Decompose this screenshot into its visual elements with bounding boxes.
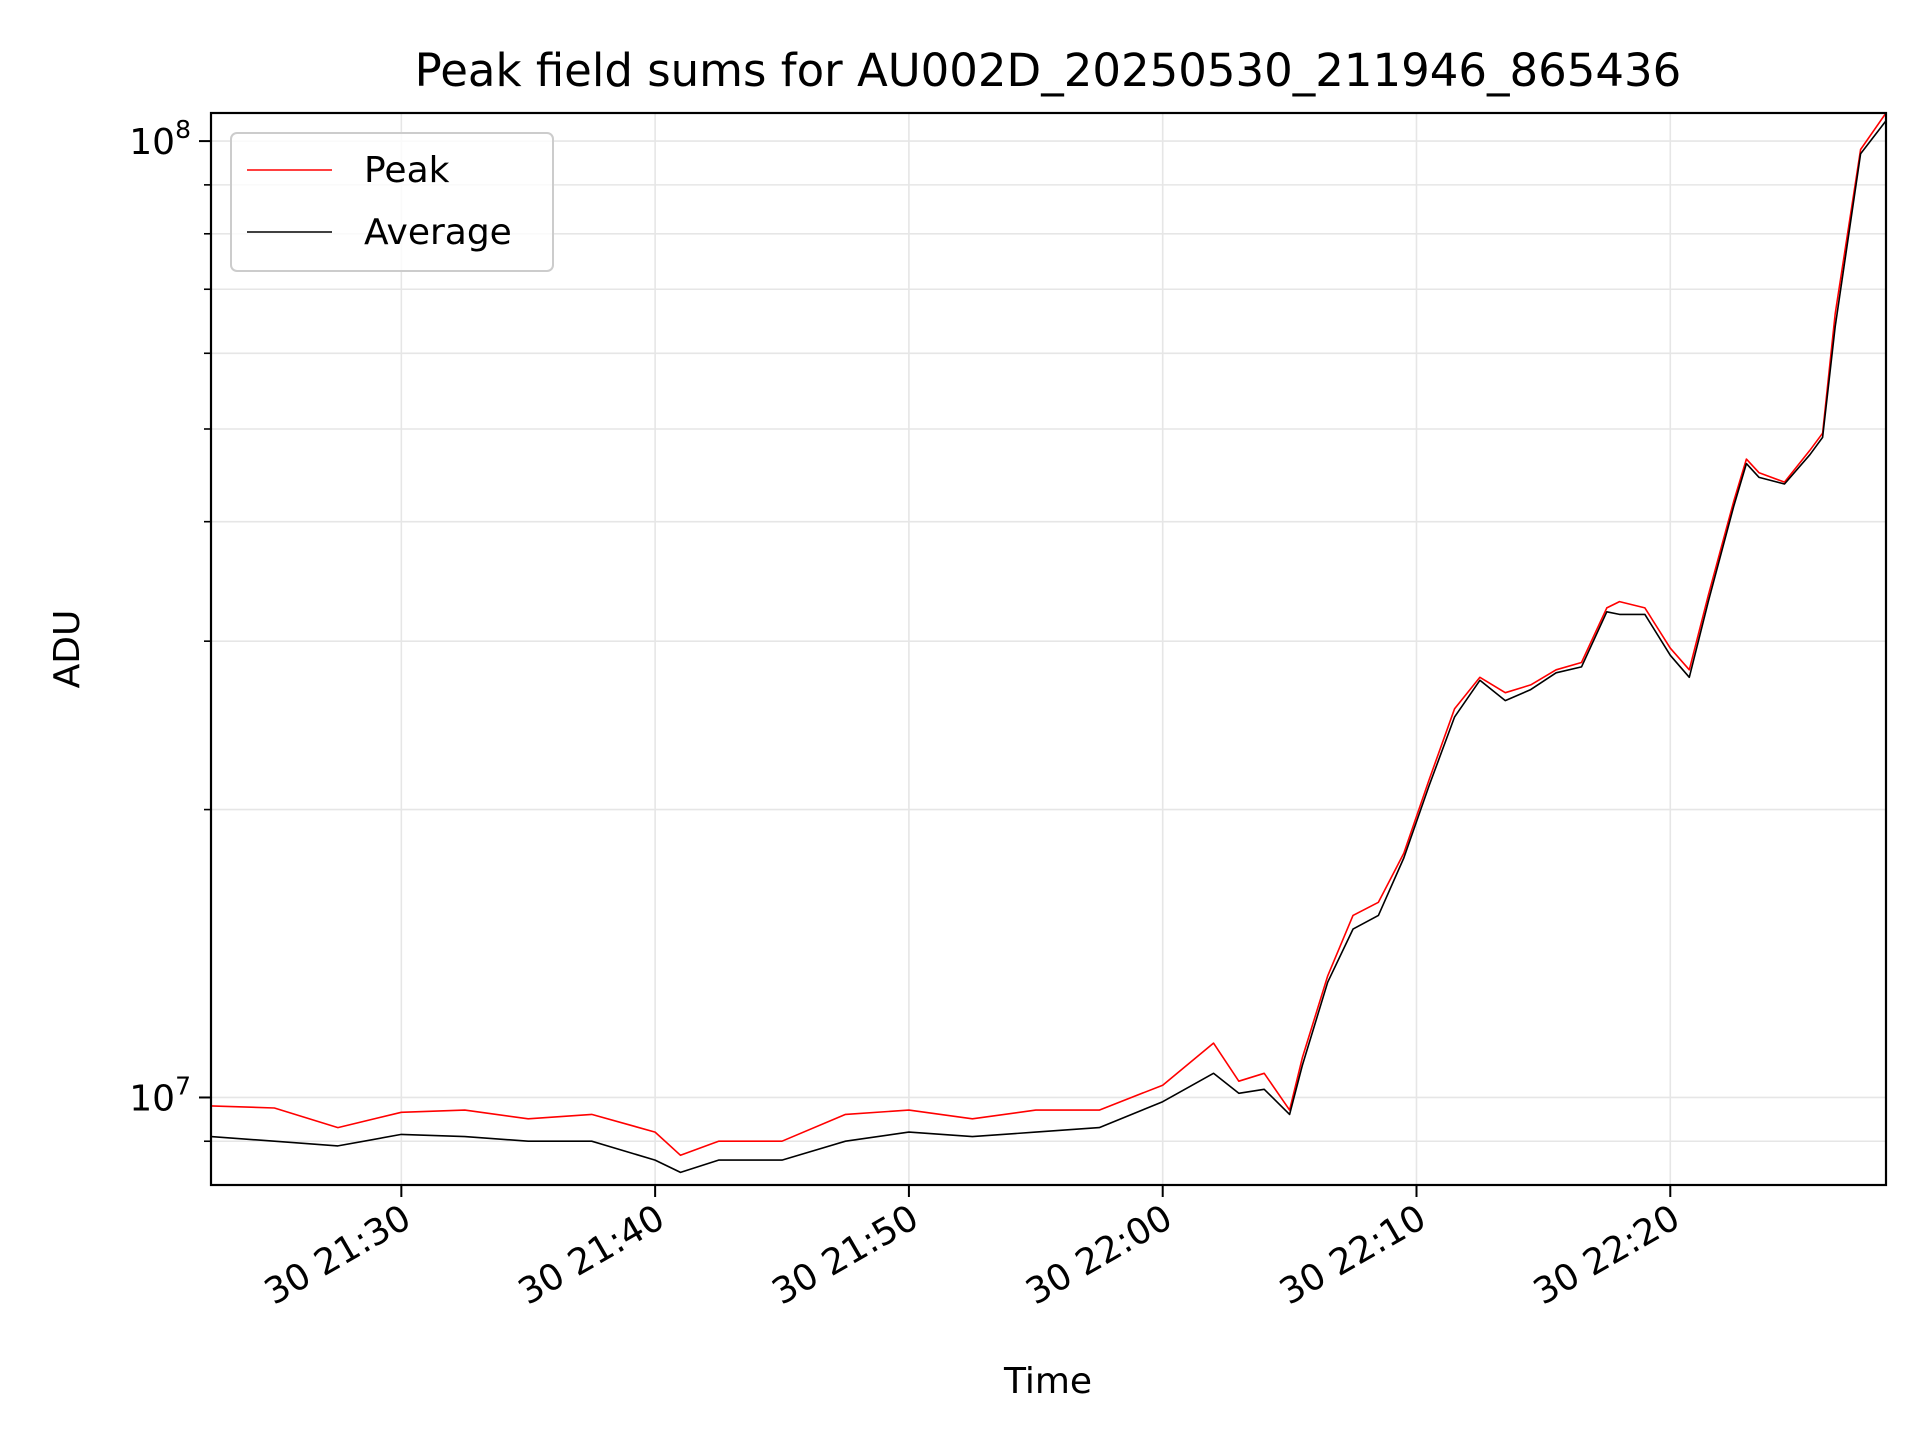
legend: Peak Average [230,132,554,272]
axes-frame [209,111,1888,1187]
legend-label-peak: Peak [364,150,450,191]
y-tick-base: 10 [129,1078,175,1119]
chart-title: Peak field sums for AU002D_20250530_2119… [415,44,1682,97]
plot-area [210,112,1887,1174]
y-tick-label: 108 [129,115,191,163]
y-tick-label: 107 [129,1071,191,1119]
series-line-average [210,120,1887,1174]
legend-label-average: Average [364,212,512,253]
series-line-peak [210,112,1887,1157]
y-axis-title: ADU [47,610,88,689]
x-axis-title: Time [1003,1361,1092,1402]
legend-frame [230,132,554,272]
y-tick-exponent: 7 [175,1071,191,1100]
y-tick-exponent: 8 [175,115,191,144]
y-tick-base: 10 [129,122,175,163]
